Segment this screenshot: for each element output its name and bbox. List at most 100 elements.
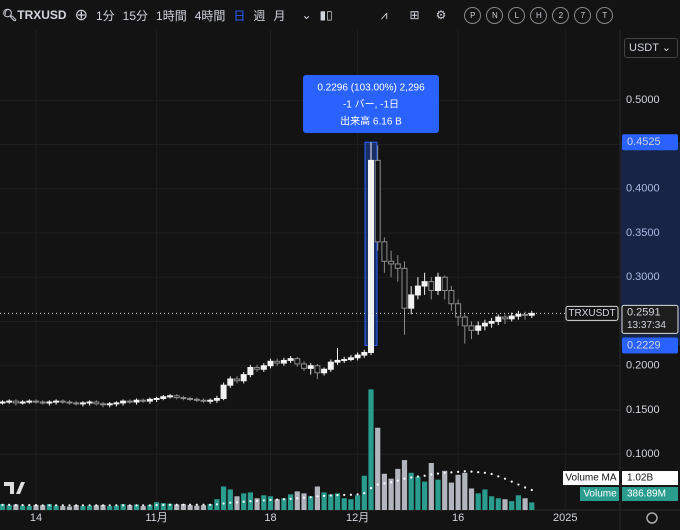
quick-button[interactable]: T <box>596 6 614 24</box>
symbol-search[interactable]: 🔍︎TRXUSD <box>2 8 67 22</box>
quick-button[interactable]: P <box>464 6 482 24</box>
volume-ma-point <box>256 499 259 502</box>
volume-ma-point <box>155 504 158 507</box>
volume-bar <box>509 501 515 510</box>
volume-bar <box>107 506 113 510</box>
volume-bar <box>314 486 320 510</box>
volume-ma-point <box>436 472 440 475</box>
volume-bar <box>522 498 528 510</box>
interval[interactable]: 1分 <box>95 8 115 23</box>
more-intervals[interactable]: ⌄ <box>301 8 312 22</box>
candle-body <box>53 400 60 403</box>
volume-ma-point <box>470 470 473 473</box>
volume-ma-point <box>108 504 111 507</box>
volume-bar <box>495 498 501 510</box>
candle-body <box>508 315 515 320</box>
interval[interactable]: 週 <box>253 8 266 23</box>
interval[interactable]: 月 <box>273 8 286 23</box>
volume-ma-point <box>343 493 346 497</box>
quick-button[interactable]: H <box>530 6 548 24</box>
volume-ma-point <box>309 496 312 499</box>
candle-body <box>39 401 46 404</box>
volume-ma-point <box>323 494 326 497</box>
volume-ma-point <box>48 504 51 507</box>
volume-bar <box>288 494 294 510</box>
candle-body <box>468 325 475 331</box>
candle-body <box>294 358 301 365</box>
symbol-box <box>565 305 619 321</box>
volume-bar <box>308 496 314 510</box>
indicators[interactable]: ⩘ <box>380 7 388 22</box>
volume-ma-point <box>41 504 44 507</box>
volume-ma-point <box>430 473 433 476</box>
candle-body <box>160 396 167 399</box>
candle-body <box>113 402 120 405</box>
volume-ma-point <box>215 503 218 506</box>
volume-ma-point <box>356 493 359 496</box>
currency-select[interactable]: USDT ⌄ <box>624 38 678 58</box>
volume-ma-point <box>269 498 272 502</box>
volume-bar <box>448 482 454 510</box>
layouts[interactable]: ⊞ <box>409 8 420 22</box>
volume-ma-point <box>376 483 379 486</box>
volume-bar <box>321 492 327 510</box>
volume-bar <box>375 427 381 510</box>
chart-style[interactable]: ▮▯ <box>319 8 333 22</box>
interval[interactable]: 1時間 <box>156 8 187 23</box>
measure-tooltip <box>303 75 439 133</box>
volume-ma-point <box>416 475 419 478</box>
volume-bar <box>341 498 347 510</box>
interval[interactable]: 日 <box>233 8 246 23</box>
add-symbol[interactable]: ⊕ <box>74 7 88 24</box>
volume-ma-point <box>483 471 486 474</box>
volume-bar <box>120 504 126 510</box>
volume-bar <box>80 506 86 510</box>
candle-body <box>495 316 502 322</box>
candle-body <box>254 366 261 370</box>
volume-bar <box>66 506 73 510</box>
volume-ma-point <box>410 476 413 479</box>
settings-gear <box>646 512 658 524</box>
quick-button[interactable]: L <box>508 6 526 24</box>
volume-ma-point <box>115 504 118 507</box>
volume-ma-point <box>262 499 265 502</box>
volume-ma-point <box>75 504 78 507</box>
candle-body <box>347 357 354 361</box>
volume-ma-point <box>242 500 245 503</box>
quick-button[interactable]: 2 <box>552 6 570 24</box>
x-tick-label: 2025 <box>553 512 577 524</box>
interval[interactable]: 15分 <box>122 8 149 23</box>
volume-bar <box>221 486 227 510</box>
settings[interactable]: ⚙ <box>435 8 447 22</box>
symbol[interactable]: TRXUSD <box>17 8 67 22</box>
volume-bar <box>502 499 508 510</box>
volume-ma-point <box>28 504 31 507</box>
candle-body <box>180 397 187 400</box>
candle-body <box>361 351 368 356</box>
volume-bar <box>227 489 233 510</box>
candle-body <box>267 360 274 367</box>
volume-bar <box>127 505 133 510</box>
quick-button[interactable]: N <box>486 6 504 24</box>
volume-bar <box>388 478 394 510</box>
volume-bar <box>113 505 119 510</box>
volume-bar <box>194 505 200 510</box>
candle-body <box>334 359 341 363</box>
currency: USDT <box>629 42 659 54</box>
quick-button[interactable]: 7 <box>574 6 592 24</box>
volume-bar <box>395 468 401 510</box>
candle-body <box>220 384 227 399</box>
volume-ma-point <box>363 492 366 495</box>
interval[interactable]: 4時間 <box>194 8 226 23</box>
volume-ma-point <box>14 504 17 507</box>
volume-ma-point <box>135 504 138 507</box>
volume-ma-point <box>182 503 185 506</box>
volume-ma-point <box>423 474 426 477</box>
candle-body <box>120 400 127 404</box>
volume-bar <box>294 491 300 510</box>
candle-body <box>73 402 80 405</box>
candle-body <box>59 400 66 403</box>
candle-body <box>6 400 13 403</box>
